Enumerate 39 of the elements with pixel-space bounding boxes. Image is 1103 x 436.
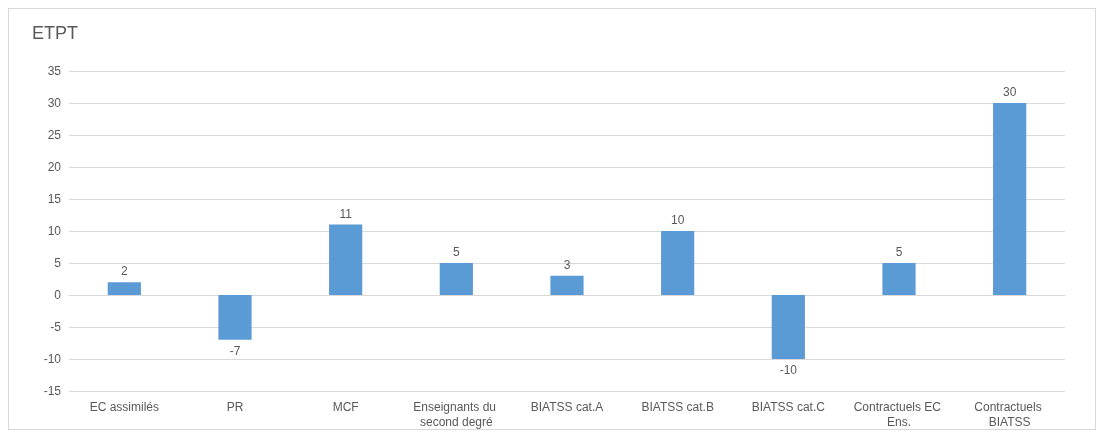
chart-title: ETPT [32, 23, 79, 43]
bar [993, 103, 1027, 295]
data-label: 5 [895, 245, 903, 259]
x-tick-label: BIATSS cat.A [530, 399, 604, 414]
x-tick-label: PR [226, 399, 244, 414]
x-tick-label: MCF [332, 399, 359, 414]
y-tick-label: -10 [43, 352, 62, 366]
y-tick-label: -15 [43, 384, 62, 398]
x-tick-label: EC assimilés [89, 399, 160, 414]
x-tick-label: BIATSS cat.C [751, 399, 826, 414]
bar [107, 282, 141, 295]
bar [329, 224, 363, 295]
y-tick-label: 35 [47, 64, 62, 78]
x-tick-label: Enseignants du second degré [413, 399, 500, 429]
bar [771, 295, 805, 359]
bar [882, 263, 916, 295]
data-label: 30 [1002, 85, 1017, 99]
data-label: -7 [229, 343, 241, 358]
data-label: 10 [670, 213, 685, 227]
bar [550, 275, 584, 295]
y-tick-label: 5 [54, 256, 62, 270]
bar [439, 263, 473, 295]
bar [218, 295, 252, 340]
y-tick-label: 10 [47, 224, 62, 238]
x-tick-label: BIATSS cat.B [641, 399, 714, 414]
data-label: -10 [779, 363, 798, 377]
data-label: 11 [339, 206, 353, 221]
data-label: 5 [452, 245, 460, 259]
y-tick-label: -5 [50, 320, 62, 334]
data-label: 3 [563, 257, 571, 272]
data-label: 2 [120, 264, 128, 279]
y-tick-label: 15 [47, 192, 62, 206]
bar [661, 231, 695, 295]
y-tick-label: 30 [47, 96, 62, 110]
x-tick-label: Contractuels BIATSS [974, 399, 1046, 429]
y-tick-label: 20 [47, 160, 62, 174]
y-tick-label: 25 [47, 128, 62, 142]
y-tick-label: 0 [54, 288, 62, 302]
x-tick-label: Contractuels EC Ens. [853, 399, 945, 429]
